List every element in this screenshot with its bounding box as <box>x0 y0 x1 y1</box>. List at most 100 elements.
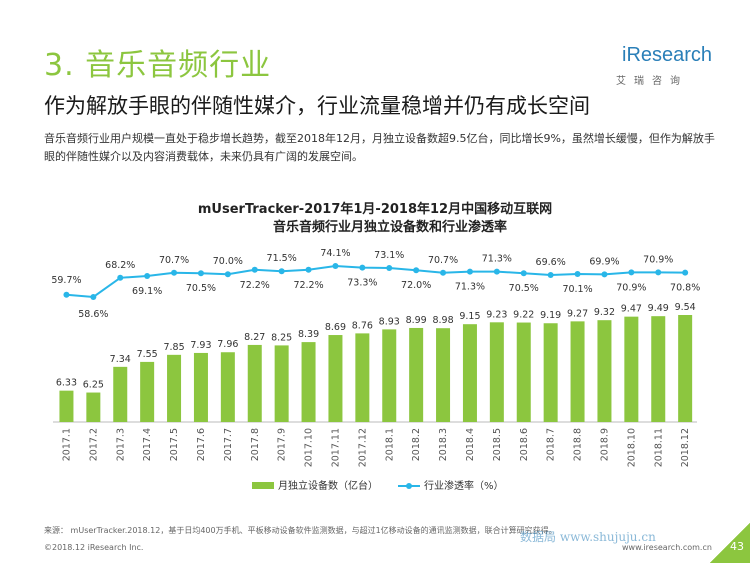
line-point-2018.10 <box>628 269 635 276</box>
line-value-label: 69.9% <box>589 256 619 267</box>
line-value-label: 59.7% <box>51 275 81 286</box>
footer-url: www.iresearch.com.cn <box>622 543 712 552</box>
line-value-label: 70.8% <box>670 283 700 294</box>
line-value-label: 71.3% <box>455 282 485 293</box>
line-point-2018.8 <box>574 271 581 277</box>
bar-value-label: 7.55 <box>137 349 158 360</box>
bar-value-label: 7.85 <box>163 342 184 353</box>
line-value-label: 71.3% <box>482 254 512 265</box>
iresearch-logo: iResearch 艾瑞咨询 <box>612 44 722 94</box>
bar-value-label: 8.99 <box>406 315 427 326</box>
line-point-2017.6 <box>197 270 204 277</box>
legend-line-marker <box>406 483 412 489</box>
line-value-label: 72.2% <box>293 280 323 291</box>
bar-value-label: 7.93 <box>190 340 211 351</box>
bar-2018.1 <box>382 329 397 422</box>
bar-value-label: 8.27 <box>244 332 265 343</box>
line-value-label: 73.1% <box>374 250 404 261</box>
line-value-label: 58.6% <box>78 309 108 320</box>
x-tick-label: 2017.12 <box>357 428 368 467</box>
x-tick-label: 2018.2 <box>411 428 422 461</box>
summary-paragraph: 音乐音频行业用户规模一直处于稳步增长趋势，截至2018年12月，月独立设备数超9… <box>44 132 715 163</box>
bar-2017.3 <box>113 366 128 422</box>
x-tick-label: 2017.1 <box>61 428 72 461</box>
x-tick-label: 2018.11 <box>653 428 664 467</box>
line-point-2018.2 <box>413 267 420 274</box>
line-value-label: 70.9% <box>643 254 673 265</box>
bar-value-label: 9.47 <box>621 304 642 315</box>
logo-text: iResearch <box>622 44 713 66</box>
line-value-label: 70.9% <box>616 282 646 293</box>
bar-2017.4 <box>140 361 155 422</box>
line-value-label: 70.7% <box>428 255 458 266</box>
page-corner <box>710 523 750 563</box>
line-point-2017.1 <box>63 291 70 298</box>
bar-value-label: 8.39 <box>298 329 319 340</box>
line-value-label: 70.0% <box>213 256 243 267</box>
penetration-line <box>66 264 686 299</box>
x-tick-label: 2017.8 <box>250 428 261 461</box>
legend: 月独立设备数（亿台） 行业渗透率（%） <box>252 479 504 492</box>
bar-value-label: 9.15 <box>459 311 480 322</box>
line-value-label: 71.5% <box>267 253 297 264</box>
bar-2018.11 <box>651 316 666 422</box>
line-point-2018.12 <box>682 269 689 276</box>
x-tick-label: 2017.10 <box>304 428 315 467</box>
bar-value-label: 9.22 <box>513 310 534 321</box>
bar-2018.9 <box>597 320 612 422</box>
line-point-2017.5 <box>171 269 178 276</box>
line-point-2018.5 <box>493 268 500 275</box>
x-tick-labels: 2017.1 2017.2 2017.3 2017.4 2017.5 2017.6 2017… <box>61 428 691 467</box>
line-point-2017.9 <box>278 268 285 275</box>
bar-value-label: 9.54 <box>675 302 696 313</box>
bar-2018.7 <box>543 323 558 422</box>
x-tick-label: 2018.5 <box>492 428 503 461</box>
line-value-label: 70.1% <box>562 284 592 295</box>
x-tick-label: 2017.9 <box>277 428 288 461</box>
line-point-2018.4 <box>466 268 473 275</box>
x-tick-label: 2018.8 <box>573 428 584 461</box>
line-value-label: 70.7% <box>159 255 189 266</box>
bar-2018.4 <box>462 324 477 422</box>
section-title: 3. 音乐音频行业 <box>44 48 272 83</box>
legend-bar-label: 月独立设备数（亿台） <box>278 479 378 492</box>
x-tick-label: 2018.12 <box>680 428 691 467</box>
bar-2017.11 <box>328 335 343 422</box>
headline: 作为解放手眼的伴随性媒介，行业流量稳增并仍有成长空间 <box>44 94 590 118</box>
bar-2018.12 <box>678 315 693 422</box>
copyright: ©2018.12 iResearch Inc. <box>44 543 144 552</box>
bar-2017.7 <box>220 352 235 422</box>
line-point-2018.3 <box>440 269 447 276</box>
bar-2017.1 <box>59 390 74 422</box>
chart: mUserTracker-2017年1月-2018年12月中国移动互联网 音乐音… <box>51 201 700 492</box>
line-point-2018.7 <box>547 272 554 278</box>
bar-2017.6 <box>193 352 208 422</box>
bar-value-label: 9.27 <box>567 308 588 319</box>
line-point-2017.2 <box>90 294 97 300</box>
bar-2018.3 <box>436 328 451 422</box>
bar-2018.2 <box>409 327 424 422</box>
bar-value-label: 8.69 <box>325 322 346 333</box>
bar-2018.6 <box>516 322 531 422</box>
bar-value-label: 6.33 <box>56 378 77 389</box>
chart-title-line1: mUserTracker-2017年1月-2018年12月中国移动互联网 <box>198 201 552 217</box>
line-point-2017.3 <box>117 274 124 281</box>
x-tick-label: 2018.1 <box>384 428 395 461</box>
x-tick-label: 2018.10 <box>626 428 637 467</box>
line-point-2017.10 <box>305 266 312 273</box>
bar-value-label: 9.23 <box>486 309 507 320</box>
x-tick-label: 2017.5 <box>169 428 180 461</box>
line-value-label: 72.2% <box>240 280 270 291</box>
bar-2017.2 <box>86 392 101 422</box>
bar-value-label: 9.19 <box>540 310 561 321</box>
x-tick-label: 2017.2 <box>88 428 99 461</box>
line-value-label: 70.5% <box>509 283 539 294</box>
line-point-2017.8 <box>251 266 258 273</box>
x-tick-label: 2017.6 <box>196 428 207 461</box>
legend-line-label: 行业渗透率（%） <box>424 479 504 492</box>
bar-value-label: 9.32 <box>594 307 615 318</box>
line-point-2017.4 <box>144 273 151 279</box>
x-tick-label: 2018.4 <box>465 428 476 461</box>
x-tick-label: 2018.7 <box>546 428 557 461</box>
x-tick-label: 2017.11 <box>330 428 341 467</box>
